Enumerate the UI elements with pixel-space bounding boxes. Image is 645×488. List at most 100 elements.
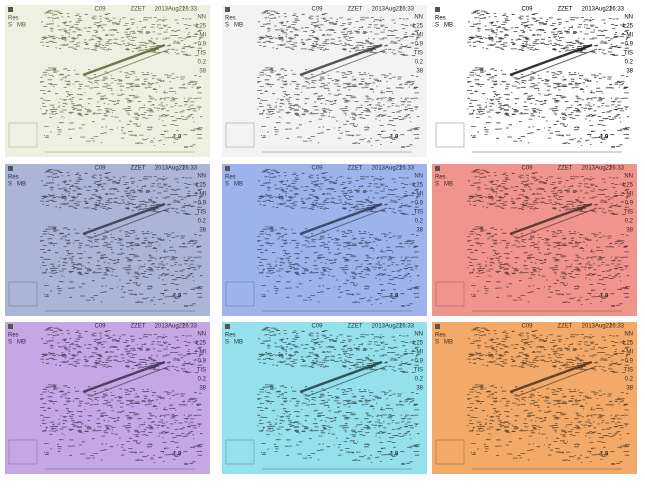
- right-label: MI: [626, 192, 633, 198]
- left-label: Res: [225, 16, 236, 22]
- header-text: C09: [94, 324, 106, 330]
- right-label: TIS: [624, 51, 633, 57]
- header-text: 16:33: [182, 7, 198, 13]
- right-label: 38: [626, 386, 633, 392]
- header-text: ZZET: [348, 7, 363, 13]
- header-text: C09: [521, 166, 533, 172]
- right-label: L25: [413, 183, 424, 189]
- right-label: 38: [626, 228, 633, 234]
- right-label: 38: [416, 69, 423, 75]
- right-label: 0.9: [198, 359, 207, 365]
- left-label: MB: [234, 182, 243, 188]
- marker: [435, 7, 440, 12]
- right-label: NN: [414, 15, 423, 21]
- header-text: 16:33: [609, 324, 625, 330]
- header-text: 16:33: [399, 324, 415, 330]
- right-label: 0.9: [625, 42, 634, 48]
- right-label: 0.2: [415, 377, 424, 383]
- right-label: 0.9: [625, 359, 634, 365]
- right-label: L25: [196, 183, 207, 189]
- depth-label: 1.9: [173, 294, 182, 300]
- right-label: 0.2: [625, 377, 634, 383]
- header-text: ZZET: [558, 7, 573, 13]
- right-label: MI: [199, 350, 206, 356]
- right-label: L25: [623, 341, 634, 347]
- left-label: S: [435, 182, 439, 188]
- left-label: Res: [8, 175, 19, 181]
- right-label: TIS: [624, 210, 633, 216]
- right-label: 0.9: [415, 201, 424, 207]
- right-label: 0.2: [625, 60, 634, 66]
- header-text: 16:33: [182, 324, 198, 330]
- left-label: MB: [444, 340, 453, 346]
- depth-label: 1.9: [173, 452, 182, 458]
- right-label: 38: [199, 386, 206, 392]
- marker: [225, 7, 230, 12]
- right-label: MI: [416, 192, 423, 198]
- left-label: S: [8, 182, 12, 188]
- right-label: NN: [624, 15, 633, 21]
- right-label: 0.9: [198, 201, 207, 207]
- right-label: 0.2: [198, 377, 207, 383]
- right-label: NN: [197, 15, 206, 21]
- marker: [8, 166, 13, 171]
- header-text: ZZET: [558, 324, 573, 330]
- ultrasound-panel: C09ZZET2013Aug2216:33ResSMBNNL25MI0.9TIS…: [222, 5, 427, 157]
- header-text: ZZET: [131, 7, 146, 13]
- header-text: 16:33: [609, 7, 625, 13]
- right-label: TIS: [197, 51, 206, 57]
- right-label: MI: [626, 33, 633, 39]
- marker: [8, 7, 13, 12]
- right-label: NN: [624, 174, 633, 180]
- left-label: S: [435, 23, 439, 29]
- right-label: NN: [414, 332, 423, 338]
- right-label: NN: [414, 174, 423, 180]
- header-text: C09: [311, 7, 323, 13]
- left-label: Res: [225, 175, 236, 181]
- right-label: L25: [413, 341, 424, 347]
- right-label: 0.2: [415, 60, 424, 66]
- right-label: NN: [624, 332, 633, 338]
- right-label: MI: [626, 350, 633, 356]
- right-label: L25: [196, 24, 207, 30]
- header-text: C09: [311, 166, 323, 172]
- left-label: MB: [17, 23, 26, 29]
- right-label: 38: [199, 228, 206, 234]
- left-label: S: [435, 340, 439, 346]
- right-label: MI: [199, 192, 206, 198]
- left-label: Res: [8, 333, 19, 339]
- header-text: ZZET: [348, 166, 363, 172]
- right-label: 0.9: [415, 42, 424, 48]
- depth-label: 1.9: [390, 294, 399, 300]
- right-label: 0.2: [625, 219, 634, 225]
- right-label: 0.2: [198, 219, 207, 225]
- right-label: 38: [416, 386, 423, 392]
- header-text: ZZET: [131, 166, 146, 172]
- right-label: 0.9: [198, 42, 207, 48]
- marker: [225, 166, 230, 171]
- right-label: 0.2: [198, 60, 207, 66]
- marker: [225, 324, 230, 329]
- figure: C09ZZET2013Aug2216:33ResSMBNNL25MI0.9TIS…: [0, 0, 645, 483]
- marker: [8, 324, 13, 329]
- left-label: MB: [234, 23, 243, 29]
- right-label: L25: [623, 24, 634, 30]
- right-label: 38: [416, 228, 423, 234]
- right-label: TIS: [414, 51, 423, 57]
- depth-label: 1.9: [600, 452, 609, 458]
- depth-label: 1.9: [390, 452, 399, 458]
- right-label: 0.9: [415, 359, 424, 365]
- left-label: MB: [444, 23, 453, 29]
- right-label: L25: [196, 341, 207, 347]
- right-label: MI: [416, 350, 423, 356]
- right-label: TIS: [197, 210, 206, 216]
- right-label: TIS: [624, 368, 633, 374]
- ultrasound-panel: C09ZZET2013Aug2216:33ResSMBNNL25MI0.9TIS…: [432, 322, 637, 474]
- marker: [435, 324, 440, 329]
- right-label: 38: [199, 69, 206, 75]
- ultrasound-panel: C09ZZET2013Aug2216:33ResSMBNNL25MI0.9TIS…: [432, 164, 637, 316]
